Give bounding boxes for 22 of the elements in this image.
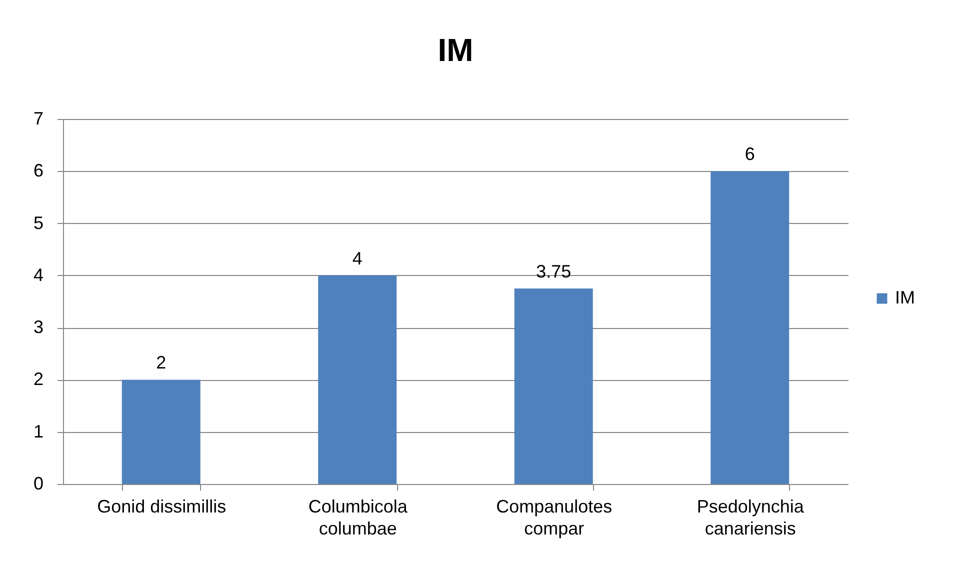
x-tick-label: Companulotes compar <box>496 496 612 538</box>
x-tick-label: Gonid dissimillis <box>97 496 226 516</box>
data-label: 4 <box>352 248 362 268</box>
y-tick-label: 3 <box>33 317 44 338</box>
x-tick-label: Psedolynchia canariensis <box>696 496 805 538</box>
y-tick-label: 0 <box>33 474 44 494</box>
bar <box>318 275 397 484</box>
x-tick-label: Columbicola columbae <box>308 496 408 538</box>
bar <box>710 171 790 484</box>
data-label: 6 <box>744 144 755 164</box>
y-tick-label: 7 <box>33 108 44 128</box>
data-label: 3.75 <box>536 261 572 282</box>
y-tick-label: 1 <box>33 421 44 442</box>
chart-title: IM <box>438 32 474 68</box>
y-tick-label: 6 <box>33 160 44 181</box>
y-tick-label: 2 <box>33 369 44 390</box>
bar <box>514 288 593 484</box>
y-tick-label: 5 <box>33 212 44 233</box>
y-tick-label: 4 <box>33 264 44 285</box>
data-label: 2 <box>156 352 166 373</box>
legend-label: IM <box>895 288 915 308</box>
bar <box>122 380 200 484</box>
